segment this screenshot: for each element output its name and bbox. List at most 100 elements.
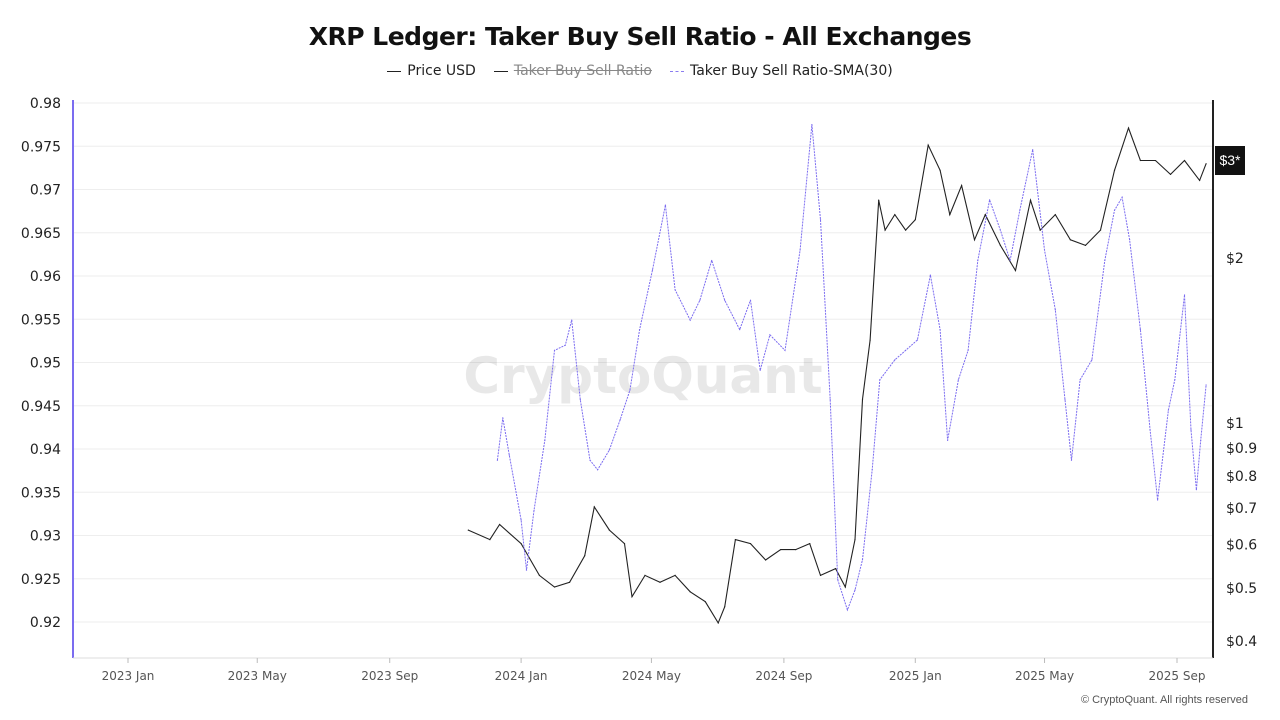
sma-point [854,589,856,591]
sma-point [502,417,504,419]
y-left-tick-label: 0.96 [30,269,61,285]
sma-point [1113,209,1116,211]
price-point [689,591,691,593]
sma-point [496,459,499,461]
price-point [795,548,797,551]
price-point [489,539,491,541]
price-point [749,542,752,545]
sma-point [608,449,611,451]
sma-point [871,469,873,471]
price-point [608,529,611,531]
legend-item-price-usd[interactable]: Price USD [387,63,476,79]
price-point [1154,159,1157,162]
price-point [623,542,626,545]
y-right-tick-label: $0.9 [1226,441,1257,457]
price-point [644,574,646,576]
price-point [553,586,556,588]
x-tick-label: 2023 May [228,669,287,683]
y-left-tick-label: 0.965 [21,226,61,242]
sma-point [759,369,761,371]
price-point [939,169,941,171]
price-point [1169,173,1172,176]
sma-point [711,259,713,262]
y-right-tick-label: $0.4 [1226,634,1257,650]
sma-point [1043,249,1046,251]
sma-point [1091,359,1093,361]
sma-point [619,418,621,421]
watermark-logo: CryptoQuant [463,347,822,405]
price-point [984,214,986,216]
legend-item-sma30[interactable]: Taker Buy Sell Ratio-SMA(30) [669,63,893,79]
y-left-tick-label: 0.93 [30,529,61,545]
sma-point [739,329,741,331]
x-tick-label: 2025 Sep [1149,669,1206,683]
sma-point [989,199,991,201]
price-point [467,529,469,531]
sma-point [879,379,881,381]
sma-point [819,219,822,221]
price-point [927,144,929,146]
sma-point [579,399,581,401]
sma-point [664,204,667,206]
price-point [520,542,522,545]
sma-point [1032,149,1034,151]
price-point [764,559,767,561]
sma-point [1195,489,1197,491]
sma-point [861,559,864,561]
price-point [631,596,633,598]
y-left-tick-label: 0.955 [21,312,61,328]
price-point [498,523,501,526]
price-point [1099,229,1102,231]
sma-point [977,259,979,262]
x-tick-label: 2023 Sep [361,669,418,683]
y-right-tick-label: $2 [1226,251,1244,267]
sma-point [999,229,1001,231]
sma-point [533,509,535,512]
sma-point [629,389,631,391]
x-tick-label: 2024 Sep [755,669,812,683]
x-tick-label: 2025 May [1015,669,1074,683]
sma-point [689,319,691,321]
sma-point [894,359,896,361]
sma-point [1129,239,1131,241]
y-right-tick-label: $1 [1226,416,1244,432]
price-point [704,601,706,603]
dashed-line-swatch-icon [669,70,684,72]
price-point [1199,179,1201,181]
price-point [1127,127,1130,129]
sma-point [651,269,654,271]
price-point [584,555,586,557]
price-point [568,581,571,583]
sma-point [1070,459,1073,461]
y-left-tick-label: 0.98 [30,96,61,112]
sma-point [749,299,752,301]
sma-point [1174,379,1176,381]
price-point [961,185,963,187]
x-tick-label: 2024 May [622,669,681,683]
sma-point [638,329,641,331]
sma-point [1190,429,1192,431]
y-left-tick-label: 0.95 [30,356,61,372]
legend-item-taker-buy-sell-ratio[interactable]: Taker Buy Sell Ratio [493,63,652,79]
price-point [659,581,661,583]
sma-point [784,349,786,351]
sma-point [508,454,510,456]
price-point [1084,244,1087,247]
y-right-tick-label: $0.8 [1226,469,1257,485]
sma-point [967,349,969,351]
sma-point [947,439,949,441]
sma-point [520,519,522,521]
chart-title: XRP Ledger: Taker Buy Sell Ratio - All E… [308,22,972,51]
sma-point [1149,429,1151,431]
y-left-tick-label: 0.925 [21,572,61,588]
sma-point [1205,384,1207,386]
sma-point [1183,294,1186,296]
price-point [734,539,737,541]
sma-point [1167,409,1169,411]
price-point [1139,159,1141,162]
price-point [1113,169,1116,171]
price-point [1069,239,1071,241]
sma-point [525,569,528,571]
price-point [884,229,886,231]
price-point [674,574,676,576]
